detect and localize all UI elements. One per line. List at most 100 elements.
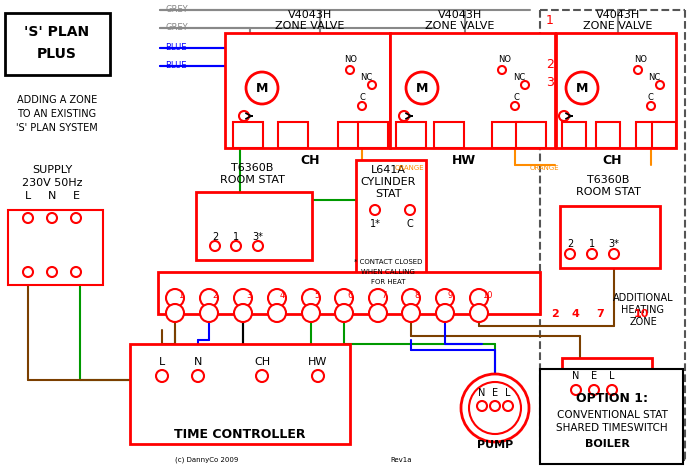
Circle shape [634, 66, 642, 74]
Text: TIME CONTROLLER: TIME CONTROLLER [175, 429, 306, 441]
Bar [358, 122, 388, 148]
Text: N: N [572, 371, 580, 381]
Text: E: E [72, 191, 79, 201]
Circle shape [571, 385, 581, 395]
Bar [652, 122, 676, 148]
Text: 4: 4 [280, 291, 285, 300]
Bar [338, 122, 368, 148]
Text: 9: 9 [448, 291, 453, 300]
Text: WHEN CALLING: WHEN CALLING [361, 269, 415, 275]
Circle shape [565, 249, 575, 259]
Circle shape [335, 289, 353, 307]
Bar [434, 122, 464, 148]
Text: ROOM STAT: ROOM STAT [575, 187, 640, 197]
Circle shape [268, 289, 286, 307]
Text: NC: NC [648, 73, 660, 82]
Circle shape [589, 385, 599, 395]
Bar [5, 13, 110, 75]
Text: PUMP: PUMP [477, 440, 513, 450]
Bar [278, 122, 308, 148]
Text: V4043H: V4043H [596, 10, 640, 20]
Circle shape [369, 289, 387, 307]
Bar [540, 369, 683, 464]
Circle shape [647, 102, 655, 110]
Circle shape [461, 374, 529, 442]
Text: ZONE VALVE: ZONE VALVE [583, 21, 653, 31]
Text: 5: 5 [314, 291, 319, 300]
Circle shape [399, 111, 409, 121]
Text: N: N [194, 357, 202, 367]
Text: T6360B: T6360B [586, 175, 629, 185]
Circle shape [370, 205, 380, 215]
Circle shape [302, 304, 320, 322]
Text: L: L [25, 191, 31, 201]
Text: E: E [591, 371, 597, 381]
Text: C: C [648, 94, 654, 102]
Text: 2: 2 [567, 239, 573, 249]
Circle shape [368, 81, 376, 89]
Text: 2: 2 [212, 291, 217, 300]
Text: PLUS: PLUS [37, 47, 77, 61]
Text: 1: 1 [546, 14, 554, 27]
Text: 7: 7 [381, 291, 386, 300]
Text: 3*: 3* [253, 232, 264, 242]
Text: M: M [416, 81, 428, 95]
Text: NC: NC [513, 73, 525, 82]
Text: 10: 10 [482, 291, 493, 300]
Text: (c) DannyCo 2009: (c) DannyCo 2009 [175, 457, 238, 463]
Circle shape [156, 370, 168, 382]
Circle shape [192, 370, 204, 382]
Bar [356, 160, 426, 280]
Circle shape [406, 72, 438, 104]
Circle shape [346, 66, 354, 74]
Circle shape [256, 370, 268, 382]
Circle shape [587, 249, 597, 259]
Text: HW: HW [452, 154, 476, 167]
Circle shape [71, 213, 81, 223]
Circle shape [511, 102, 519, 110]
Text: 1: 1 [233, 232, 239, 242]
Circle shape [436, 304, 454, 322]
Text: C: C [406, 219, 413, 229]
Text: ZONE VALVE: ZONE VALVE [275, 21, 345, 31]
Circle shape [253, 241, 263, 251]
Bar [233, 122, 263, 148]
Text: L: L [159, 357, 165, 367]
Text: M: M [576, 81, 588, 95]
Text: 2: 2 [551, 309, 559, 319]
Circle shape [234, 289, 252, 307]
Bar [196, 192, 312, 260]
Text: ORANGE: ORANGE [395, 165, 424, 171]
Circle shape [656, 81, 664, 89]
Bar [516, 122, 546, 148]
Bar [596, 122, 620, 148]
Text: T6360B: T6360B [231, 163, 273, 173]
Circle shape [369, 304, 387, 322]
Text: GREY: GREY [165, 23, 188, 32]
Text: M: M [256, 81, 268, 95]
Text: C: C [513, 94, 519, 102]
Text: V4043H: V4043H [288, 10, 332, 20]
Bar [158, 272, 540, 314]
Circle shape [402, 289, 420, 307]
Text: 1: 1 [589, 239, 595, 249]
Text: 1*: 1* [370, 219, 380, 229]
Text: CH: CH [300, 154, 319, 167]
Text: 10: 10 [633, 309, 649, 319]
Text: 2: 2 [546, 58, 554, 72]
Text: NO: NO [634, 56, 647, 65]
Text: HW: HW [308, 357, 328, 367]
Text: FOR HEAT: FOR HEAT [371, 279, 405, 285]
Bar [130, 344, 350, 444]
Text: 8: 8 [414, 291, 420, 300]
Text: ORANGE: ORANGE [530, 165, 560, 171]
Text: 3: 3 [546, 75, 554, 88]
Circle shape [490, 401, 500, 411]
Circle shape [559, 111, 569, 121]
Text: L: L [609, 371, 615, 381]
Circle shape [210, 241, 220, 251]
Text: GREY: GREY [165, 6, 188, 15]
Text: E: E [492, 388, 498, 398]
Text: ROOM STAT: ROOM STAT [219, 175, 284, 185]
Circle shape [402, 304, 420, 322]
